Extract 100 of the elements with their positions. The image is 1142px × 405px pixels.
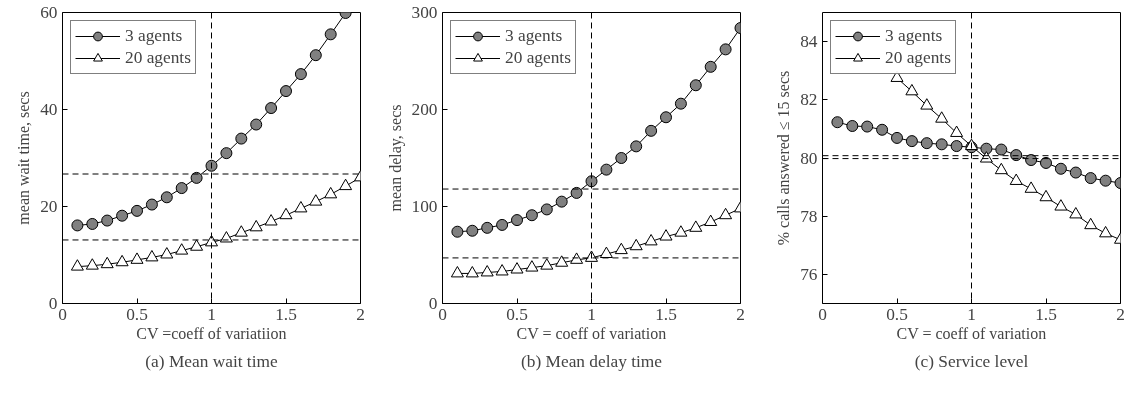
text: (a) Mean wait time [145, 351, 278, 371]
point [175, 243, 189, 255]
y-tick-label: 300 [411, 3, 438, 22]
point [644, 233, 658, 246]
point [115, 254, 129, 267]
point [235, 132, 248, 145]
point [660, 111, 672, 124]
point [309, 49, 322, 62]
point [935, 111, 949, 123]
point [1069, 207, 1083, 219]
point [324, 28, 337, 41]
x-tick-label: 0.5 [506, 304, 528, 324]
point [1069, 166, 1082, 179]
point [555, 195, 568, 208]
point [294, 68, 307, 81]
point [190, 239, 204, 251]
point [600, 163, 613, 176]
point [131, 204, 143, 217]
point [145, 250, 159, 262]
text: (c) Service level [914, 351, 1029, 371]
point [540, 258, 554, 270]
point [950, 125, 964, 137]
point [525, 260, 539, 272]
x-tick-label: 1.5 [655, 304, 677, 324]
point [719, 43, 732, 56]
point [1009, 173, 1023, 185]
legend-label: 3 agents [885, 25, 943, 47]
point [265, 102, 278, 115]
point [279, 207, 293, 220]
x-tick-label: 1 [587, 304, 596, 324]
point [160, 191, 173, 204]
point [935, 138, 948, 151]
point [1054, 199, 1068, 211]
legend-label: 20 agents [505, 47, 571, 69]
point [614, 242, 628, 255]
point [309, 194, 323, 206]
point [689, 220, 703, 232]
point [116, 209, 129, 222]
point [466, 224, 479, 237]
point [495, 264, 509, 276]
point [629, 238, 643, 251]
point [920, 98, 934, 110]
point [876, 123, 889, 136]
point [1040, 156, 1052, 169]
point [585, 175, 598, 188]
y-tick-label: 200 [411, 100, 438, 119]
point [71, 219, 84, 232]
point [264, 214, 278, 226]
point [540, 203, 553, 216]
point [1099, 174, 1112, 187]
point [205, 159, 218, 172]
point [294, 201, 308, 213]
point [1025, 154, 1038, 167]
point [86, 217, 99, 230]
point [704, 214, 718, 226]
point [689, 79, 702, 92]
point [1099, 225, 1113, 238]
point [496, 218, 509, 231]
x-tick-label: 0.5 [126, 304, 148, 324]
x-axis-title: CV = coeff of variation [516, 324, 667, 342]
x-tick-label: 2 [1116, 304, 1125, 324]
y-tick-label: 40 [40, 100, 58, 119]
point [465, 266, 479, 278]
point [905, 135, 918, 148]
point [220, 147, 233, 160]
point [101, 214, 114, 227]
x-tick-label: 1.5 [275, 304, 297, 324]
legend-label: 3 agents [125, 25, 183, 47]
legend-label: 20 agents [125, 47, 191, 69]
point [950, 140, 963, 153]
point [599, 246, 613, 258]
point [324, 186, 338, 199]
point [1024, 181, 1038, 193]
point [1039, 189, 1053, 202]
y-tick-label: 84 [800, 32, 818, 52]
point [280, 85, 292, 98]
y-axis-title: mean delay, secs [386, 104, 405, 212]
y-tick-label: 78 [800, 206, 818, 226]
text: (b) Mean delay time [521, 351, 663, 371]
point [249, 219, 263, 232]
point [920, 137, 933, 150]
y-tick-label: 76 [800, 264, 818, 284]
y-tick-label: 20 [40, 197, 58, 216]
point [1054, 162, 1067, 175]
point [831, 116, 844, 129]
point [846, 120, 859, 132]
point [451, 225, 464, 238]
point [450, 266, 464, 278]
point [481, 221, 494, 234]
y-tick-label: 82 [800, 90, 818, 110]
point [145, 198, 158, 211]
point [995, 143, 1008, 156]
point [100, 256, 114, 269]
point [175, 182, 188, 195]
x-tick-label: 1.5 [1035, 304, 1057, 324]
point [480, 265, 494, 277]
y-tick-label: 100 [411, 197, 438, 216]
point [555, 255, 569, 267]
point [861, 120, 874, 133]
x-tick-label: 2 [356, 304, 365, 324]
